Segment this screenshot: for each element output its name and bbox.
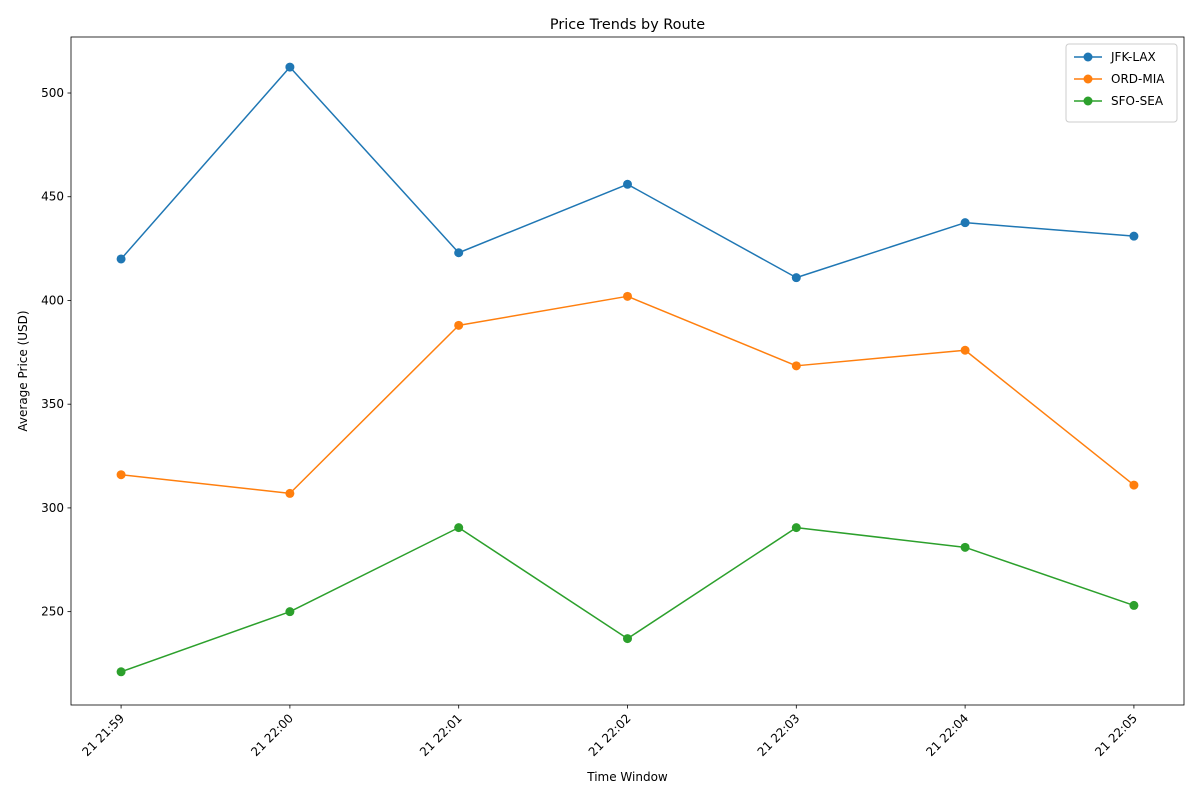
x-tick-label: 21 22:05	[1092, 711, 1140, 759]
data-point	[791, 361, 801, 371]
data-point	[623, 634, 632, 644]
x-axis-label: Time Window	[586, 770, 668, 784]
x-tick-label: 21 22:00	[248, 711, 296, 759]
data-point	[960, 345, 970, 355]
y-axis-label: Average Price (USD)	[16, 310, 30, 431]
data-point	[116, 470, 126, 480]
data-point	[960, 542, 970, 552]
axes-frame	[70, 36, 1185, 706]
data-point	[623, 179, 632, 189]
y-tick-label: 250	[41, 605, 64, 619]
data-point	[116, 667, 126, 677]
series-sfo-sea	[116, 523, 1139, 677]
legend-item: SFO-SEA	[1074, 94, 1164, 108]
data-point	[285, 62, 295, 72]
y-tick-label: 300	[41, 501, 64, 515]
x-tick-label: 21 22:01	[417, 711, 465, 759]
legend-swatch-marker	[1083, 74, 1093, 84]
data-point	[454, 523, 464, 533]
data-point	[1129, 600, 1139, 610]
x-tick-label: 21 22:04	[923, 711, 971, 759]
y-tick-label: 350	[41, 397, 64, 411]
chart-title: Price Trends by Route	[550, 17, 705, 33]
y-tick-label: 500	[41, 86, 64, 100]
series-line	[121, 295, 1135, 495]
data-point	[285, 607, 295, 617]
x-tick-label: 21 21:59	[79, 711, 127, 759]
data-point	[1129, 480, 1139, 490]
series-line	[120, 66, 1134, 279]
series-line	[120, 526, 1135, 673]
data-point	[791, 523, 801, 533]
series-ord-mia	[116, 291, 1139, 498]
x-tick-label: 21 22:03	[755, 711, 803, 759]
data-point	[454, 320, 464, 330]
data-point	[791, 273, 801, 283]
legend-item: ORD-MIA	[1074, 72, 1165, 86]
y-tick-label: 450	[41, 190, 64, 204]
legend-label: SFO-SEA	[1111, 94, 1164, 108]
data-point	[960, 218, 970, 228]
legend: JFK-LAX ORD-MIA SFO-SEA	[1065, 43, 1178, 123]
legend-swatch-marker	[1083, 96, 1093, 106]
y-tick-label: 400	[41, 293, 64, 307]
data-point	[285, 488, 295, 498]
data-point	[454, 248, 464, 258]
data-point	[116, 254, 126, 264]
data-point	[623, 291, 632, 301]
legend-swatch-marker	[1083, 52, 1093, 62]
legend-item: JFK-LAX	[1074, 50, 1156, 64]
legend-label: ORD-MIA	[1111, 72, 1165, 86]
x-tick-label: 21 22:02	[586, 711, 634, 759]
legend-label: JFK-LAX	[1110, 50, 1156, 64]
legend-box	[1065, 43, 1178, 123]
data-point	[1129, 231, 1139, 241]
series-jfk-lax	[116, 62, 1139, 283]
plot-area: 250 300 350 400 450 500 21 21:59 21 22:00 21 22:…	[41, 36, 1185, 759]
